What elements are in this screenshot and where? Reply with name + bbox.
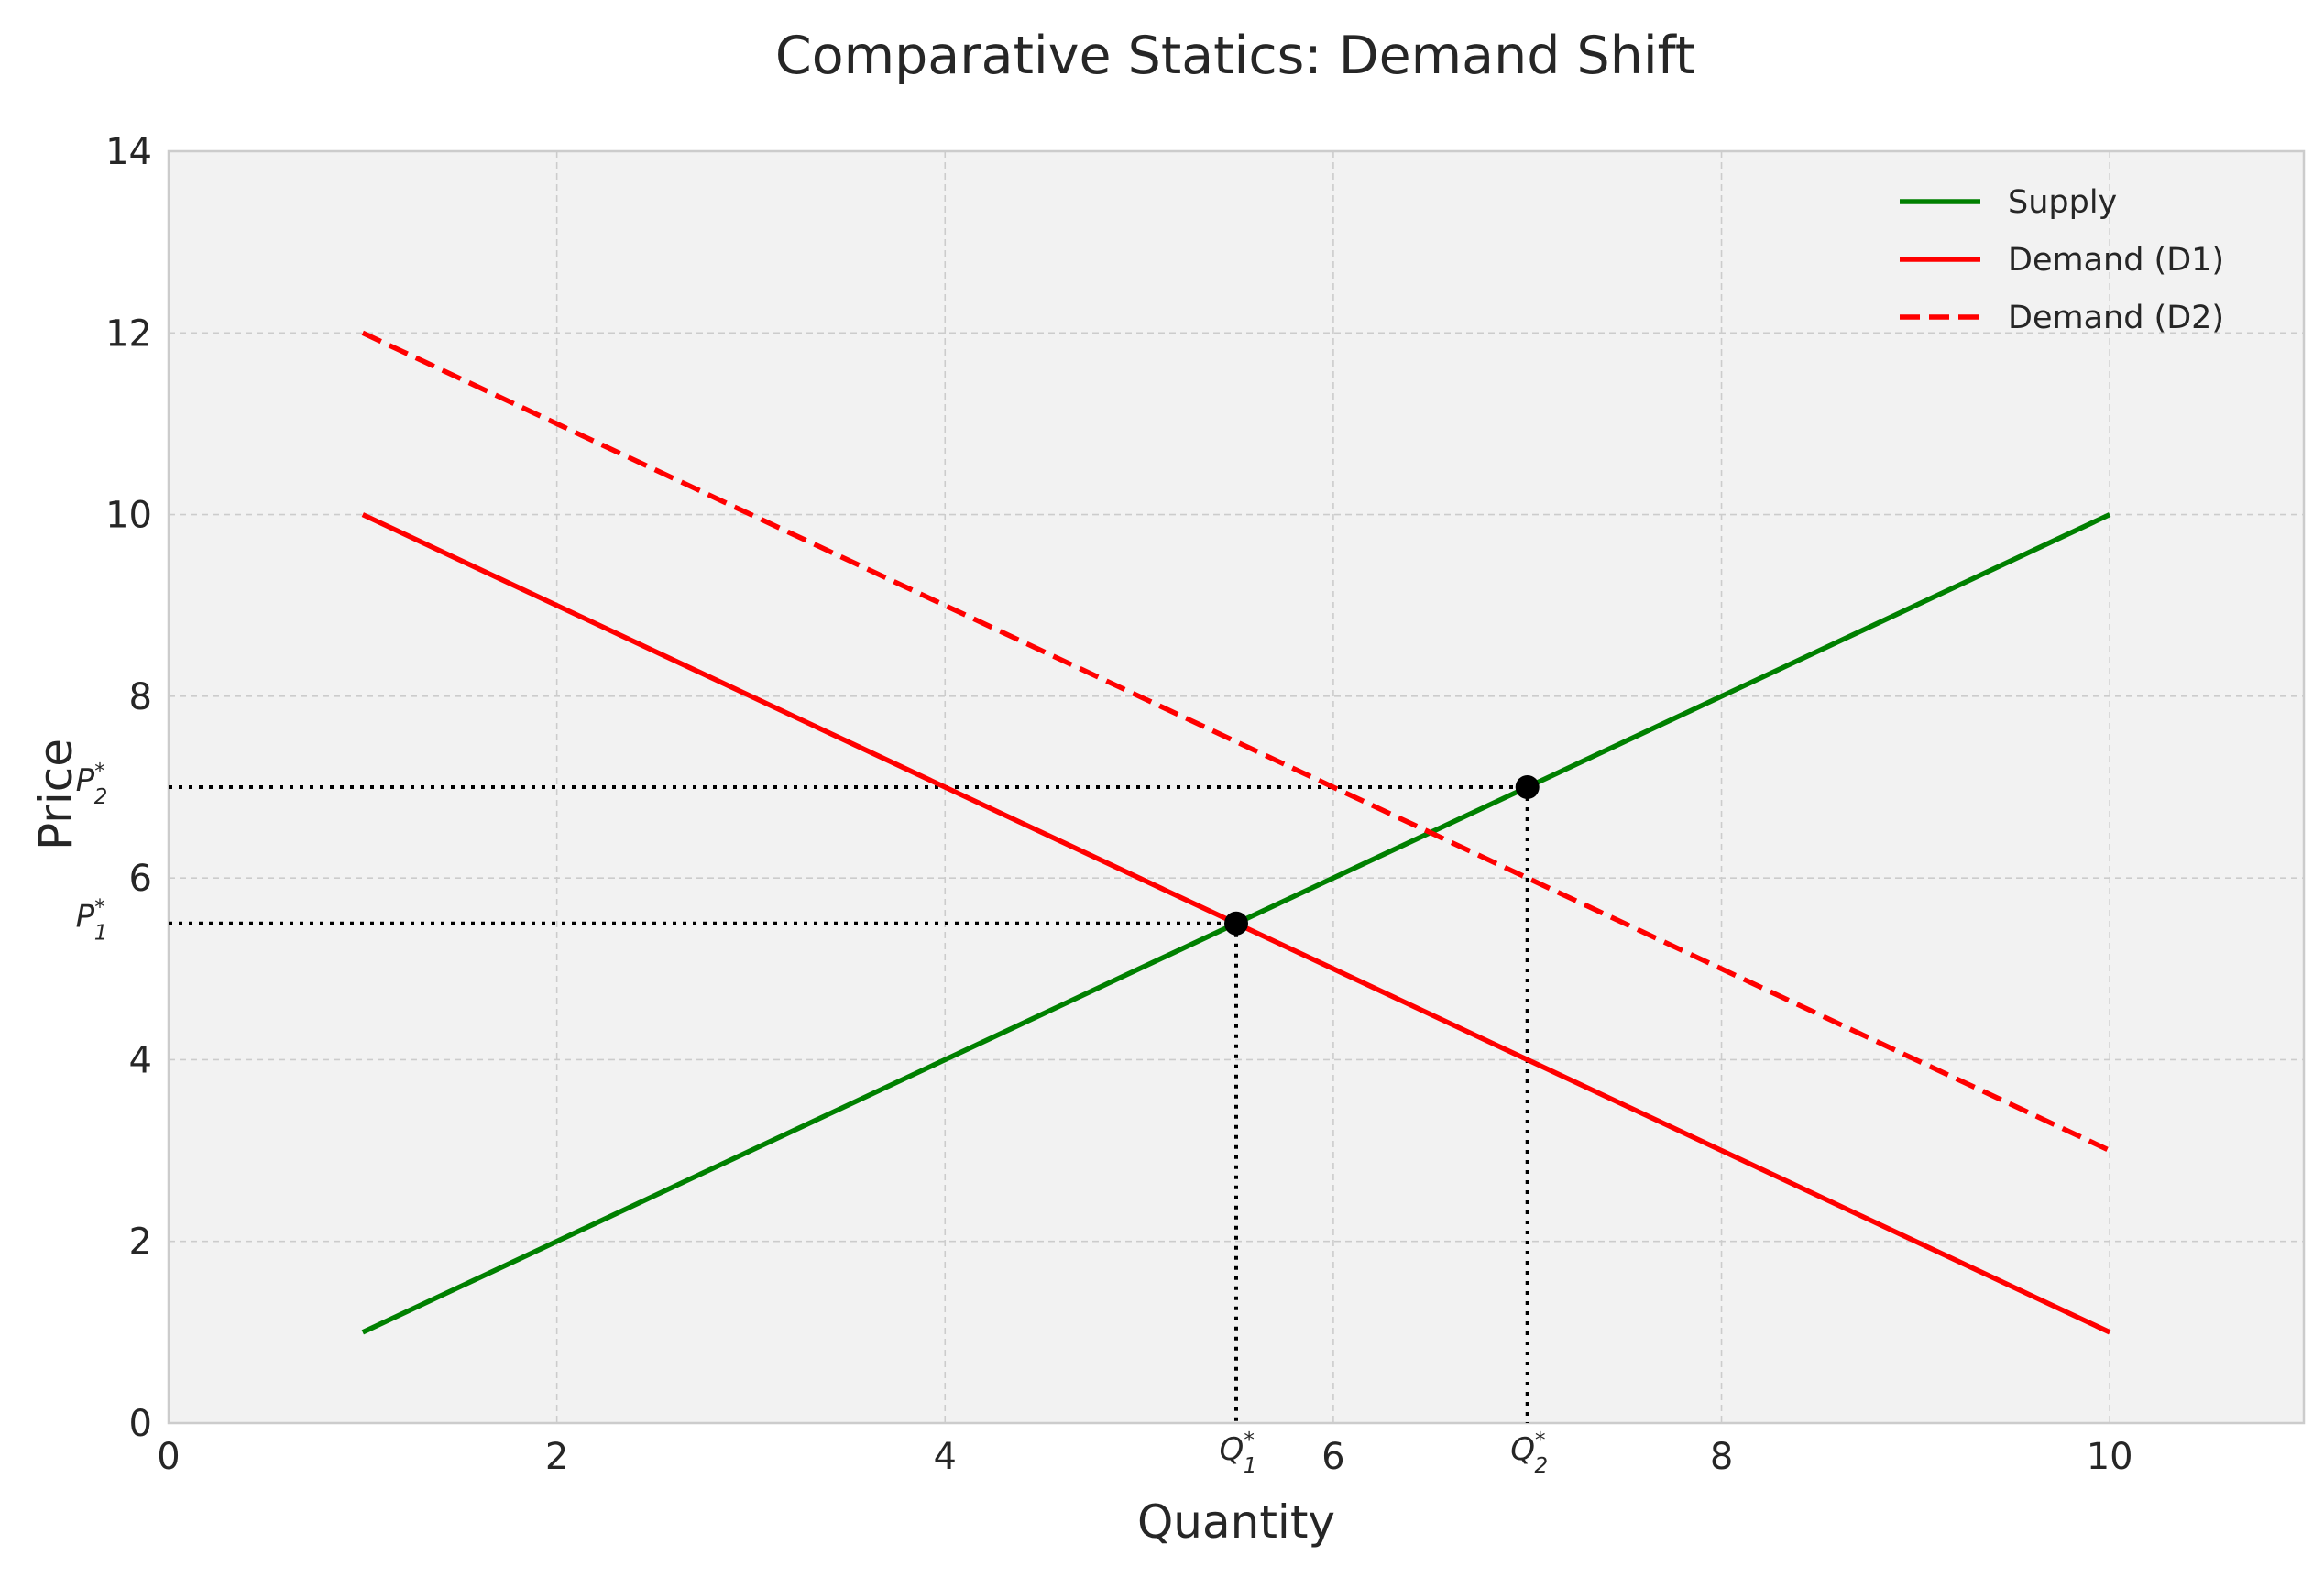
y-tick-label: 8: [129, 676, 152, 718]
y-tick-label: 10: [105, 495, 152, 537]
equilibrium-price-label: P* 1: [76, 896, 108, 946]
y-tick-label: 14: [105, 131, 152, 173]
equilibrium-quantity-label: Q* 2: [1510, 1429, 1548, 1478]
equilibrium-guides: [169, 785, 1529, 1423]
x-tick-label: 10: [2087, 1436, 2133, 1478]
x-tick-label: 8: [1710, 1436, 1733, 1478]
y-axis-title: Price: [29, 739, 82, 850]
x-tick-label: 6: [1321, 1436, 1344, 1478]
legend-label: Demand (D2): [2008, 300, 2224, 336]
equilibrium-price-label: P* 2: [76, 760, 108, 809]
equilibrium-labels: Q* 1 P* 1 Q* 2 P* 2: [76, 760, 1549, 1478]
legend-label: Demand (D1): [2008, 242, 2224, 279]
equilibrium-quantity-label: Q* 1: [1220, 1429, 1257, 1478]
y-tick-label: 6: [129, 858, 152, 900]
equilibrium-point: [1224, 911, 1248, 936]
x-tick-label: 2: [545, 1436, 568, 1478]
x-tick-label: 4: [934, 1436, 957, 1478]
x-axis-title: Quantity: [1137, 1495, 1335, 1549]
tick-labels: 0 2 4 6 8 10 0 2 4 6 8 10 12 14: [105, 131, 2133, 1478]
y-tick-label: 2: [129, 1221, 152, 1264]
x-tick-label: 0: [157, 1436, 180, 1478]
legend-label: Supply: [2008, 184, 2117, 221]
equilibrium-points: [1224, 775, 1540, 936]
y-tick-label: 12: [105, 312, 152, 355]
plot-background: [169, 151, 2304, 1423]
equilibrium-point: [1515, 775, 1540, 799]
y-tick-label: 0: [129, 1403, 152, 1445]
chart-title: Comparative Statics: Demand Shift: [775, 26, 1695, 86]
legend: Supply Demand (D1) Demand (D2): [1900, 184, 2224, 336]
y-tick-label: 4: [129, 1039, 152, 1081]
